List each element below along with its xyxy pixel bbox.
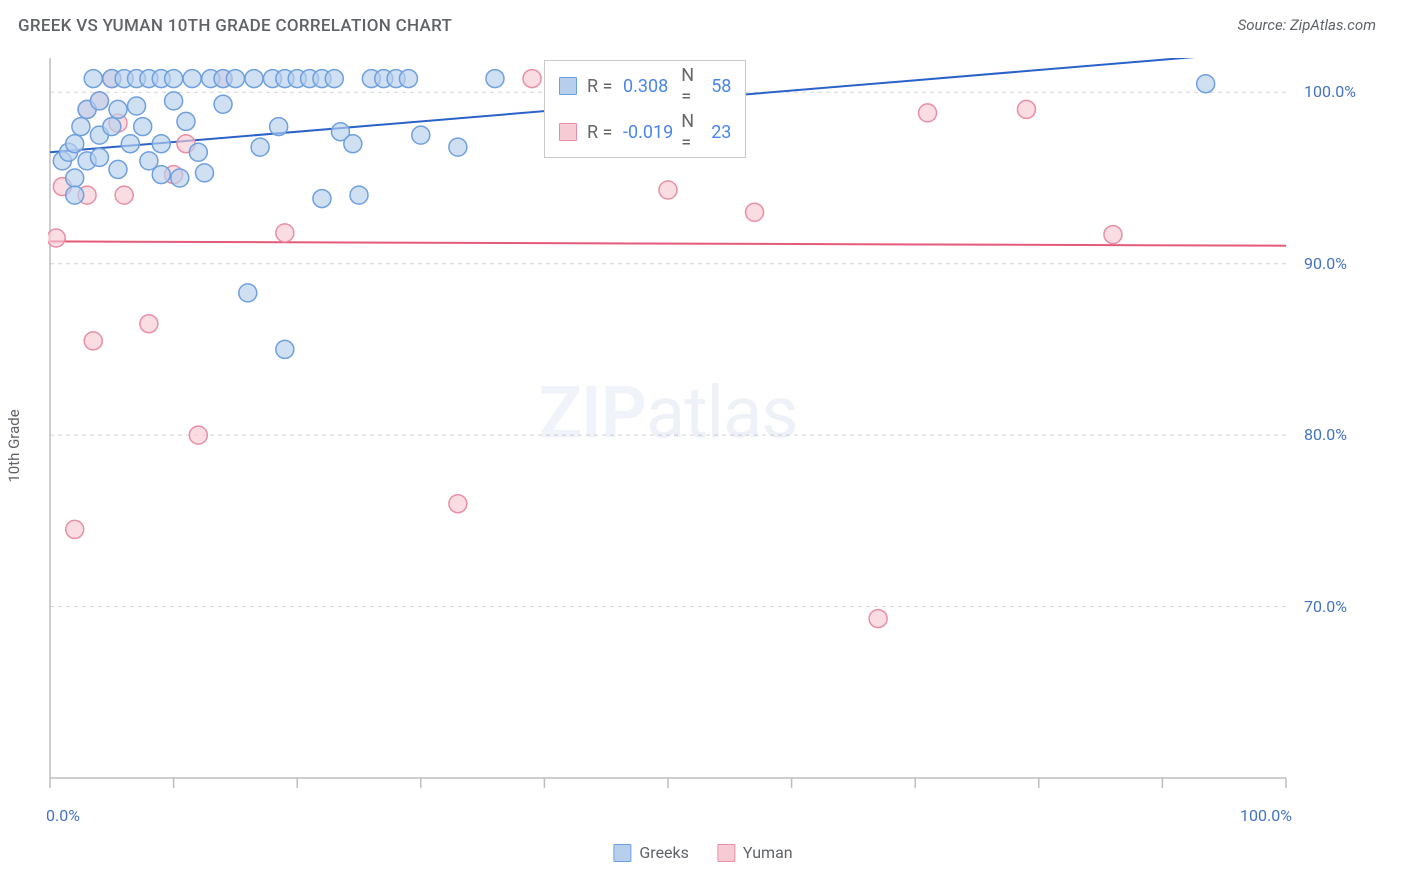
r-value: -0.019 <box>623 122 673 143</box>
chart-area: ZIPatlas 70.0%80.0%90.0%100.0% 0.0%100.0… <box>48 58 1288 798</box>
n-label: N = <box>681 111 703 153</box>
chart-header: GREEK VS YUMAN 10TH GRADE CORRELATION CH… <box>0 0 1406 36</box>
chart-title: GREEK VS YUMAN 10TH GRADE CORRELATION CH… <box>18 16 452 36</box>
y-tick-label: 90.0% <box>1304 254 1347 273</box>
y-tick-label: 70.0% <box>1304 597 1347 616</box>
correlation-stats-box: R = 0.308 N = 58 R = -0.019 N = 23 <box>544 60 746 158</box>
r-label: R = <box>587 76 615 97</box>
legend-swatch <box>717 844 735 862</box>
legend-swatch <box>613 844 631 862</box>
n-label: N = <box>681 65 703 107</box>
n-value: 58 <box>711 76 731 97</box>
legend-label: Greeks <box>639 843 689 862</box>
y-tick-label: 100.0% <box>1304 82 1356 101</box>
scatter-plot <box>48 58 1288 798</box>
r-label: R = <box>587 122 615 143</box>
x-tick-label: 100.0% <box>1240 806 1292 825</box>
legend-swatch <box>559 77 577 95</box>
legend-label: Yuman <box>743 843 793 862</box>
chart-legend: Greeks Yuman <box>613 843 792 862</box>
legend-swatch <box>559 123 577 141</box>
x-tick-label: 0.0% <box>46 806 80 825</box>
r-value: 0.308 <box>623 76 673 97</box>
y-axis-label: 10th Grade <box>5 409 23 482</box>
y-tick-label: 80.0% <box>1304 425 1347 444</box>
legend-item: Yuman <box>717 843 793 862</box>
n-value: 23 <box>711 122 731 143</box>
legend-item: Greeks <box>613 843 689 862</box>
chart-source: Source: ZipAtlas.com <box>1238 16 1376 34</box>
